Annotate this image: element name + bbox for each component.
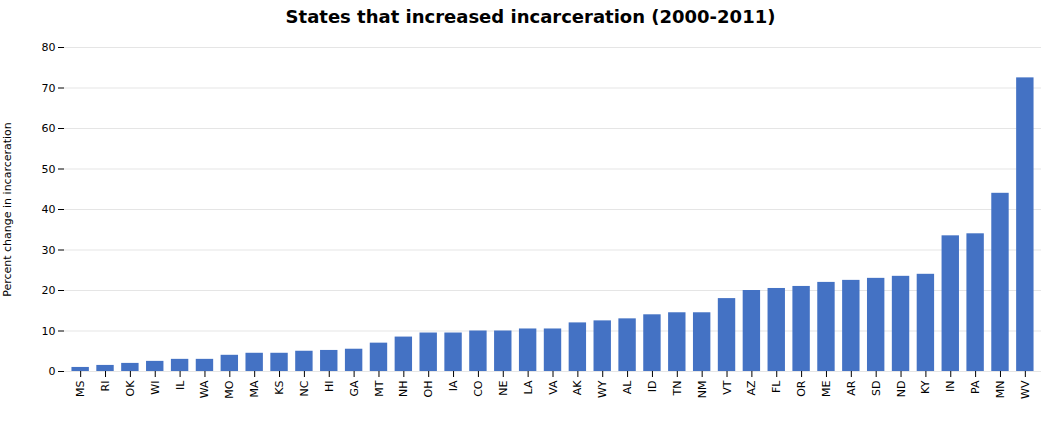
svg-text:60: 60: [42, 122, 56, 135]
svg-text:SD: SD: [870, 381, 883, 396]
svg-text:HI: HI: [323, 381, 336, 393]
svg-text:WI: WI: [149, 381, 162, 395]
svg-text:ID: ID: [646, 381, 659, 393]
svg-text:AK: AK: [571, 380, 584, 396]
svg-text:LA: LA: [522, 380, 535, 394]
svg-text:KY: KY: [919, 380, 932, 394]
svg-text:IL: IL: [174, 380, 187, 390]
svg-text:IA: IA: [447, 380, 460, 391]
svg-text:AR: AR: [845, 380, 858, 396]
svg-text:GA: GA: [348, 380, 361, 397]
svg-text:NH: NH: [397, 381, 410, 398]
svg-text:AL: AL: [621, 380, 634, 395]
html-text:States that increased incarcer: States that increased incarceration (200…: [285, 6, 776, 27]
svg-text:IN: IN: [944, 381, 957, 392]
svg-text:OK: OK: [124, 380, 137, 397]
svg-text:ND: ND: [895, 381, 908, 398]
svg-text:20: 20: [42, 284, 56, 297]
svg-text:10: 10: [42, 325, 56, 338]
svg-text:70: 70: [42, 82, 56, 95]
svg-text:MN: MN: [994, 381, 1007, 399]
svg-text:OR: OR: [795, 380, 808, 397]
svg-text:OH: OH: [422, 381, 435, 398]
svg-text:WA: WA: [198, 380, 211, 398]
svg-text:MA: MA: [248, 380, 261, 397]
svg-text:FL: FL: [770, 380, 783, 393]
svg-text:NM: NM: [696, 381, 709, 399]
svg-text:VT: VT: [721, 380, 734, 395]
svg-text:MS: MS: [74, 380, 87, 396]
svg-text:MT: MT: [372, 380, 385, 396]
svg-text:NE: NE: [497, 380, 510, 395]
svg-text:VA: VA: [547, 380, 560, 395]
svg-text:WY: WY: [596, 380, 609, 398]
svg-text:KS: KS: [273, 380, 286, 394]
svg-text:50: 50: [42, 163, 56, 176]
svg-text:CO: CO: [472, 380, 485, 397]
svg-text:Percent change in incarceratio: Percent change in incarceration: [1, 122, 14, 297]
svg-text:0: 0: [49, 365, 56, 378]
svg-text:PA: PA: [969, 380, 982, 394]
svg-text:RI: RI: [99, 381, 112, 392]
svg-text:30: 30: [42, 244, 56, 257]
svg-text:40: 40: [42, 203, 56, 216]
svg-text:AZ: AZ: [745, 380, 758, 396]
svg-text:WV: WV: [1019, 380, 1032, 399]
svg-text:NC: NC: [298, 380, 311, 396]
svg-text:ME: ME: [820, 380, 833, 396]
svg-text:MO: MO: [223, 380, 236, 398]
svg-text:TN: TN: [671, 381, 684, 397]
svg-text:80: 80: [42, 41, 56, 54]
